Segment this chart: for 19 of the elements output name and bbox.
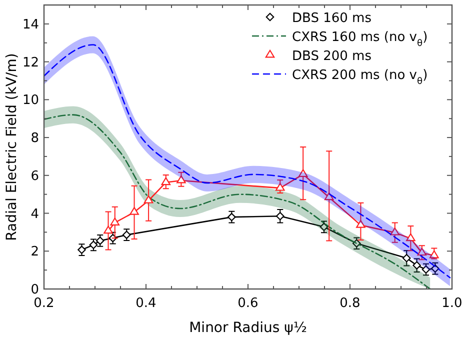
y-axis-title: Radial Electric Field (kV/m) — [4, 53, 20, 241]
x-tick-label: 0.4 — [136, 296, 156, 311]
y-tick-label: 12 — [22, 55, 39, 70]
y-tick-label: 14 — [22, 17, 39, 32]
y-tick-label: 8 — [30, 131, 39, 146]
x-tick-label: 1.0 — [442, 296, 462, 311]
y-tick-label: 4 — [30, 206, 39, 222]
x-axis-title: Minor Radius ψ½ — [189, 320, 307, 336]
x-tick-label: 0.8 — [340, 296, 360, 311]
x-tick-label: 0.2 — [34, 296, 54, 311]
legend-label: CXRS 200 ms (no v$_{θ}$) — [292, 68, 428, 87]
y-tick-label: 6 — [30, 168, 39, 184]
legend-label: DBS 160 ms — [292, 11, 372, 26]
x-tick-label: 0.6 — [238, 296, 258, 311]
y-tick-label: 2 — [30, 244, 39, 260]
y-tick-label: 10 — [22, 93, 39, 108]
y-tick-label: 0 — [30, 282, 39, 298]
legend-label: CXRS 160 ms (no v$_{θ}$) — [292, 30, 428, 49]
legend-label: DBS 200 ms — [292, 49, 372, 64]
